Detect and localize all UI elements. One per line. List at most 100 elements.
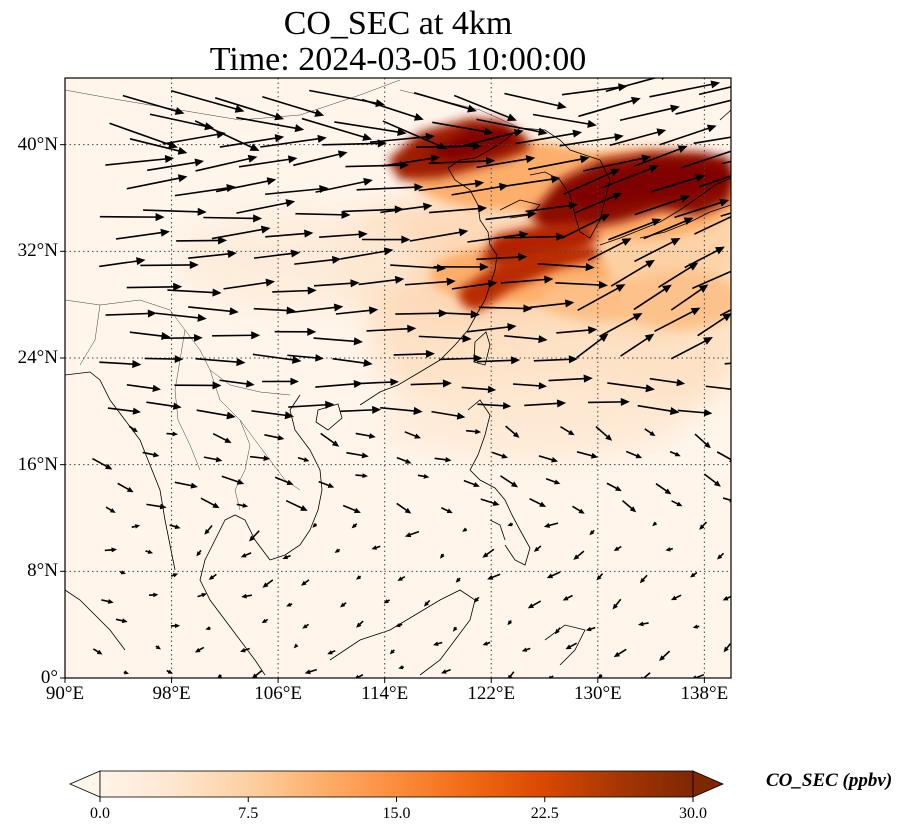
wind-arrow: [476, 356, 521, 365]
wind-arrow: [503, 232, 566, 241]
wind-arrow: [313, 279, 360, 288]
wind-arrow: [670, 594, 682, 601]
wind-arrow: [452, 626, 458, 632]
wind-arrow: [92, 648, 103, 655]
wind-arrow: [301, 117, 373, 141]
wind-arrow: [315, 379, 363, 389]
wind-arrow: [99, 257, 146, 268]
wind-arrow: [169, 524, 181, 530]
wind-arrow: [410, 379, 452, 388]
wind-arrow: [563, 168, 621, 195]
wind-arrow: [698, 175, 731, 188]
wind-arrow: [413, 92, 477, 113]
wind-arrow: [340, 405, 382, 414]
wind-arrow: [634, 145, 688, 167]
wind-arrow: [358, 275, 405, 286]
wind-arrow: [740, 523, 747, 527]
wind-arrow: [473, 596, 480, 603]
wind-arrow: [485, 210, 537, 221]
wind-arrow: [738, 172, 789, 192]
wind-arrow: [560, 426, 575, 436]
wind-arrow: [742, 224, 790, 243]
wind-arrow: [423, 599, 431, 607]
wind-arrow: [722, 595, 731, 601]
wind-arrow: [409, 228, 469, 242]
wind-arrow: [223, 278, 276, 290]
wind-arrow: [724, 362, 731, 365]
wind-arrow: [236, 116, 305, 133]
colorbar-tick-label: 15.0: [382, 805, 411, 822]
wind-arrow: [434, 457, 452, 463]
colorbar-bar: [99, 770, 694, 798]
wind-arrow: [196, 549, 202, 557]
wind-arrow: [680, 150, 731, 169]
wind-arrow: [733, 99, 799, 121]
wind-arrow: [285, 499, 308, 511]
wind-arrow: [461, 385, 497, 394]
wind-arrow: [366, 324, 417, 333]
wind-arrow: [396, 456, 412, 464]
wind-arrow: [294, 255, 342, 265]
wind-arrow: [146, 503, 167, 510]
wind-arrow: [576, 333, 609, 359]
wind-arrow: [253, 306, 296, 315]
wind-arrow: [699, 521, 708, 530]
wind-arrow: [217, 673, 223, 678]
wind-arrow: [195, 357, 246, 367]
wind-arrow: [361, 98, 424, 121]
wind-arrow: [573, 550, 585, 560]
lat-tick-label: 16°N: [17, 453, 58, 475]
wind-arrow: [669, 450, 681, 457]
wind-arrow: [214, 97, 285, 121]
wind-arrow: [166, 431, 178, 437]
wind-arrow: [697, 313, 731, 337]
wind-arrow: [609, 128, 667, 146]
wind-arrow: [690, 571, 698, 578]
map-frame: [64, 77, 732, 679]
wind-arrow: [548, 374, 593, 383]
wind-arrow: [583, 154, 652, 172]
wind-arrow: [613, 648, 627, 658]
wind-arrow: [721, 160, 731, 165]
wind-arrow: [466, 323, 517, 333]
wind-arrow: [556, 326, 598, 335]
wind-arrow: [287, 354, 324, 362]
wind-arrow: [596, 573, 604, 581]
wind-arrow: [538, 455, 559, 463]
wind-arrow: [395, 622, 403, 628]
wind-arrow: [644, 428, 656, 437]
wind-arrow: [355, 432, 376, 439]
wind-arrow: [380, 406, 423, 415]
wind-arrow: [302, 623, 310, 629]
wind-arrow: [512, 382, 547, 390]
wind-arrow: [176, 236, 228, 245]
wind-arrow: [703, 473, 721, 487]
wind-arrow: [439, 354, 483, 363]
wind-arrow: [404, 530, 420, 538]
wind-arrow: [461, 128, 524, 148]
lon-tick-label: 98°E: [152, 683, 191, 704]
wind-arrow: [249, 455, 271, 462]
wind-arrow: [208, 573, 217, 580]
wind-arrow: [740, 431, 760, 441]
wind-arrow: [272, 286, 317, 295]
wind-arrow: [128, 425, 138, 433]
wind-arrow: [396, 502, 412, 514]
lon-tick-label: 122°E: [467, 683, 516, 704]
wind-arrow: [105, 506, 116, 513]
wind-arrow: [734, 573, 749, 578]
wind-arrow: [649, 377, 686, 387]
wind-arrow: [620, 333, 655, 357]
wind-arrow: [730, 266, 731, 268]
wind-arrow: [313, 337, 364, 346]
wind-arrow: [126, 174, 188, 190]
wind-arrow: [431, 410, 466, 420]
wind-arrow: [204, 524, 213, 535]
wind-arrow: [92, 457, 113, 470]
wind-arrow: [126, 282, 183, 291]
wind-arrow: [577, 284, 626, 312]
wind-arrow: [610, 259, 655, 287]
wind-arrow: [524, 399, 567, 408]
wind-arrow: [533, 545, 542, 552]
wind-arrow: [212, 432, 232, 443]
